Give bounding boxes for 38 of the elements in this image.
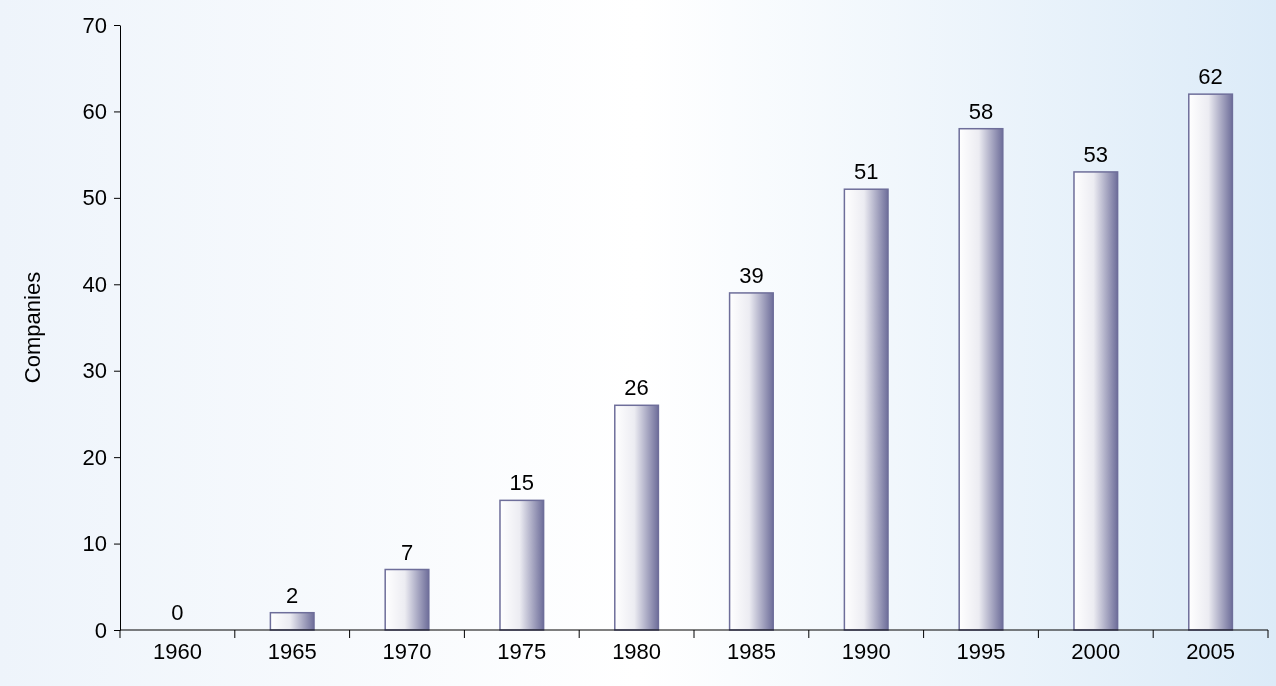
- data-label: 62: [1198, 64, 1223, 90]
- data-label: 53: [1083, 141, 1109, 167]
- bar: [1073, 171, 1119, 631]
- y-tick-label: 20: [82, 444, 107, 470]
- x-tick-label: 1980: [612, 639, 662, 665]
- bar: [843, 188, 889, 631]
- y-tick-label: 10: [82, 531, 107, 557]
- data-label: 58: [968, 98, 994, 124]
- x-tick-label: 1995: [956, 639, 1006, 665]
- y-axis-title: Companies: [20, 271, 45, 384]
- x-tick-label: 1960: [152, 639, 202, 665]
- bar: [384, 568, 430, 631]
- y-tick-label: 40: [82, 271, 107, 297]
- y-tick-label: 60: [82, 98, 107, 124]
- data-label: 39: [739, 262, 764, 288]
- y-tick-label: 50: [82, 185, 107, 211]
- data-label: 51: [853, 159, 879, 185]
- x-tick-label: 1990: [841, 639, 891, 665]
- x-tick-label: 1975: [497, 639, 547, 665]
- data-label: 26: [624, 375, 649, 401]
- bar: [728, 292, 774, 631]
- bar: [269, 611, 315, 631]
- bar: [614, 404, 660, 631]
- x-tick-label: 2000: [1071, 639, 1121, 665]
- y-tick-label: 70: [82, 12, 107, 38]
- x-tick-label: 2005: [1186, 639, 1236, 665]
- data-label: 7: [400, 539, 414, 565]
- bar: [1188, 93, 1234, 631]
- data-label: 2: [286, 582, 299, 608]
- data-label: 0: [171, 600, 184, 625]
- x-tick-label: 1970: [382, 639, 432, 665]
- x-tick-label: 1965: [267, 639, 317, 665]
- y-tick-label: 30: [82, 358, 107, 384]
- data-label: 15: [509, 470, 535, 496]
- bar: [958, 127, 1004, 631]
- bar: [499, 499, 545, 631]
- x-tick-label: 1985: [726, 639, 776, 665]
- y-tick-label: 0: [94, 617, 107, 643]
